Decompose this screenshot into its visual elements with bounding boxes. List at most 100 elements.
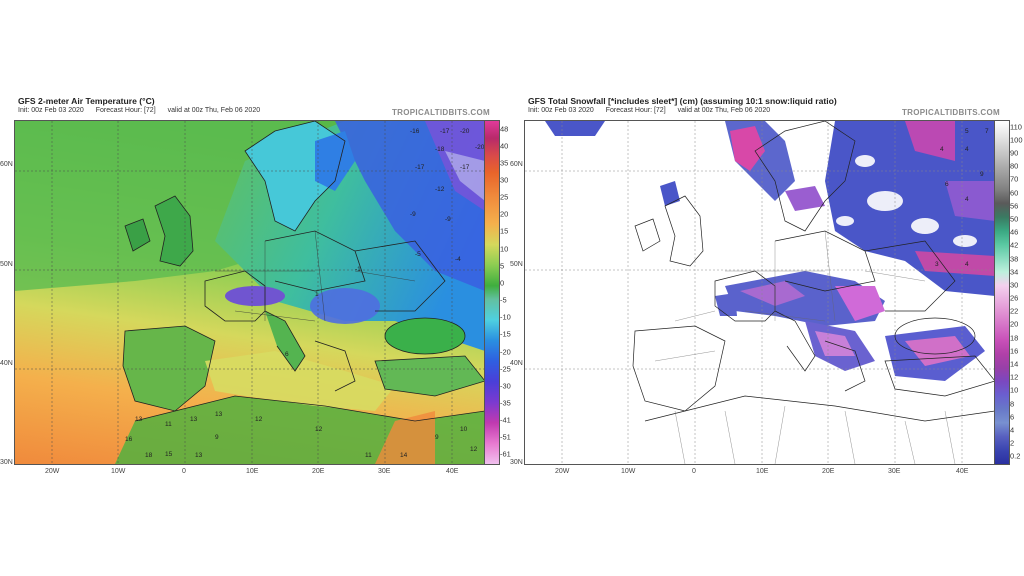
lon-label: 10E [246, 468, 259, 475]
temp-value: -17 [460, 164, 470, 171]
temp-value: -9 [410, 211, 416, 218]
snow-value: 4 [965, 146, 969, 153]
snowfall-title: GFS Total Snowfall [*includes sleet*] (c… [528, 96, 837, 106]
colorbar-label: 22 [1010, 306, 1019, 316]
colorbar-label: 60 [1010, 188, 1019, 198]
temp-value: 13 [190, 416, 198, 423]
snow-value: 4 [965, 196, 969, 203]
temp-value: 9 [435, 434, 439, 441]
temp-value: -12 [435, 186, 445, 193]
temp-value: -20 [460, 128, 470, 135]
temperature-panel: GFS 2-meter Air Temperature (°C) Init: 0… [0, 96, 511, 481]
colorbar-label: 8 [1010, 399, 1015, 409]
colorbar-label: 18 [1010, 333, 1019, 343]
lat-label-40n: 40N [0, 360, 13, 367]
temp-value: 15 [165, 451, 173, 458]
temp-value: 12 [255, 416, 263, 423]
colorbar-label: 26 [1010, 293, 1019, 303]
snowfall-valid: valid at 00z Thu, Feb 06 2020 [677, 107, 771, 114]
colorbar-label: 30 [500, 175, 509, 185]
lat-label-30n: 30N [510, 459, 523, 466]
snow-value: 4 [940, 146, 944, 153]
colorbar-label: -61 [500, 449, 511, 459]
lon-label: 40E [956, 468, 969, 475]
colorbar-label: 4 [1010, 425, 1015, 435]
colorbar-label: -20 [500, 347, 511, 357]
temp-value: 13 [215, 411, 223, 418]
snowfall-map[interactable]: 5 4 4 7 9 6 4 3 4 [524, 120, 996, 465]
lat-label-50n: 50N [510, 261, 523, 268]
snow-value: 3 [935, 261, 939, 268]
colorbar-label: 35 [500, 158, 509, 168]
lon-label: 30E [378, 468, 391, 475]
colorbar-label: 12 [1010, 372, 1019, 382]
temp-value: -5 [415, 251, 421, 258]
colorbar-label: 25 [500, 192, 509, 202]
snowfall-forecast-hour: Forecast Hour: [72] [605, 107, 666, 114]
colorbar-label: 20 [1010, 319, 1019, 329]
colorbar-label: 14 [1010, 359, 1019, 369]
colorbar-label: -51 [500, 432, 511, 442]
colorbar-label: -15 [500, 329, 511, 339]
temp-value: 16 [125, 436, 133, 443]
colorbar-label: -25 [500, 364, 511, 374]
lat-label-60n: 60N [510, 161, 523, 168]
colorbar-label: 90 [1010, 148, 1019, 158]
colorbar-label: 0 [500, 278, 505, 288]
temp-value: 9 [215, 434, 219, 441]
colorbar-label: 34 [1010, 267, 1019, 277]
colorbar-label: 20 [500, 209, 509, 219]
temp-value: 14 [400, 452, 408, 459]
lon-label: 40E [446, 468, 459, 475]
snowfall-subtitle: Init: 00z Feb 03 2020 Forecast Hour: [72… [528, 107, 780, 114]
temperature-forecast-hour: Forecast Hour: [72] [95, 107, 156, 114]
colorbar-label: 15 [500, 226, 509, 236]
lat-label-30n: 30N [0, 459, 13, 466]
temp-value: 18 [145, 452, 153, 459]
lon-label: 10W [621, 468, 636, 475]
temperature-map-svg: -16 -17 -20 -20 -18 -17 -17 -12 -9 -9 -5… [15, 121, 485, 464]
colorbar-label: 46 [1010, 227, 1019, 237]
snow-value: 6 [945, 181, 949, 188]
lat-label-50n: 50N [0, 261, 13, 268]
colorbar-label: 6 [1010, 412, 1015, 422]
temp-value: -17 [415, 164, 425, 171]
colorbar-label: 2 [1010, 438, 1015, 448]
temp-value: -1 [355, 266, 361, 273]
snow-value: 4 [965, 261, 969, 268]
colorbar-label: 0.2 [1010, 451, 1021, 461]
colorbar-label: 100 [1010, 135, 1023, 145]
colorbar-label: 110 [1010, 122, 1022, 132]
colorbar-label: 48 [500, 124, 509, 134]
temp-value: 11 [165, 421, 172, 428]
colorbar-label: 80 [1010, 161, 1019, 171]
temp-value: 12 [470, 446, 478, 453]
lon-label: 20E [312, 468, 325, 475]
colorbar-label: 40 [500, 141, 509, 151]
snow-value: 7 [985, 128, 989, 135]
colorbar-label: 30 [1010, 280, 1019, 290]
temp-value: 12 [315, 426, 323, 433]
snow-value: 9 [980, 171, 984, 178]
colorbar-label: 42 [1010, 240, 1019, 250]
colorbar-label: 56 [1010, 201, 1019, 211]
temperature-brand: TROPICALTIDBITS.COM [392, 108, 490, 117]
temperature-colorbar [484, 120, 500, 465]
colorbar-label: -5 [500, 295, 507, 305]
temp-value: 6 [285, 351, 289, 358]
colorbar-label: 70 [1010, 174, 1019, 184]
colorbar-label: 5 [500, 261, 505, 271]
lon-label: 0 [692, 468, 696, 475]
lon-label: 10E [756, 468, 769, 475]
temp-value: 1 [315, 291, 319, 298]
snowfall-brand: TROPICALTIDBITS.COM [902, 108, 1000, 117]
temperature-subtitle: Init: 00z Feb 03 2020 Forecast Hour: [72… [18, 107, 270, 114]
temp-value: -17 [440, 128, 450, 135]
snowfall-colorbar [994, 120, 1010, 465]
colorbar-label: -41 [500, 415, 511, 425]
snow-value: 5 [965, 128, 969, 135]
colorbar-label: 16 [1010, 346, 1019, 356]
temp-value: -16 [410, 128, 420, 135]
temperature-title: GFS 2-meter Air Temperature (°C) [18, 96, 155, 106]
temperature-map[interactable]: -16 -17 -20 -20 -18 -17 -17 -12 -9 -9 -5… [14, 120, 486, 465]
